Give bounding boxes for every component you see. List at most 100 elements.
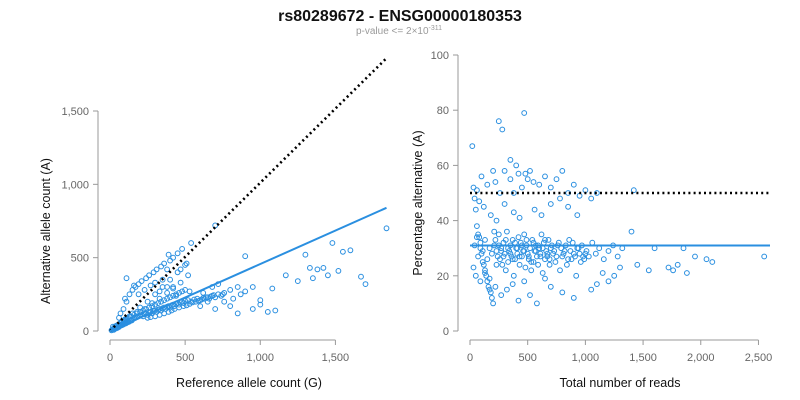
data-point <box>221 290 228 296</box>
data-point <box>471 195 478 202</box>
data-point <box>498 292 505 299</box>
data-point <box>492 283 499 290</box>
y-tick-label: 0 <box>83 326 89 338</box>
data-point <box>530 259 537 265</box>
y-tick-label: 80 <box>437 105 449 117</box>
data-point <box>547 283 554 290</box>
data-point <box>493 217 500 224</box>
data-point <box>218 292 225 299</box>
data-point <box>173 291 180 298</box>
y-tick-label: 0 <box>443 326 449 338</box>
data-point <box>294 278 301 285</box>
y-tick-label: 100 <box>431 50 449 62</box>
data-point <box>143 306 150 312</box>
data-point <box>557 195 563 202</box>
data-point <box>210 292 217 299</box>
data-point <box>272 307 279 314</box>
data-point <box>362 281 369 288</box>
data-point <box>510 190 517 196</box>
data-point <box>709 259 716 265</box>
x-tick-label: 2,000 <box>687 352 715 364</box>
data-point <box>479 259 486 265</box>
data-point <box>490 168 497 174</box>
data-point <box>565 203 571 210</box>
data-point <box>144 314 151 321</box>
data-point <box>310 275 316 282</box>
data-point <box>530 179 537 185</box>
data-point <box>161 297 168 304</box>
data-point <box>475 253 482 260</box>
data-point <box>212 306 219 312</box>
data-point <box>137 309 144 315</box>
data-point <box>543 248 550 254</box>
data-point <box>185 272 192 279</box>
data-point <box>497 256 503 263</box>
data-point <box>150 269 157 276</box>
data-point <box>170 292 177 299</box>
data-point <box>552 259 559 265</box>
data-point <box>522 170 529 177</box>
data-point <box>177 279 184 286</box>
data-point <box>508 253 515 260</box>
data-point <box>147 282 154 289</box>
data-point <box>553 176 560 183</box>
data-point <box>493 261 500 268</box>
data-point <box>539 270 546 276</box>
x-tick-label: 1,000 <box>247 352 275 364</box>
data-point <box>525 253 532 260</box>
data-point <box>479 248 486 254</box>
subtitle-prefix: p-value <= 2×10 <box>356 26 429 37</box>
reference-dotted-line <box>109 57 388 332</box>
data-point <box>535 261 541 268</box>
data-point <box>547 201 554 207</box>
data-point <box>493 248 500 254</box>
data-point <box>703 256 710 263</box>
data-point <box>161 260 168 267</box>
data-point <box>189 299 196 306</box>
data-point <box>234 284 241 290</box>
data-point <box>131 282 137 289</box>
data-point <box>164 266 171 273</box>
data-point <box>692 253 698 260</box>
data-point <box>651 245 658 252</box>
data-point <box>645 267 652 274</box>
data-point <box>500 253 507 260</box>
fit-line <box>109 206 387 332</box>
data-point <box>329 240 336 246</box>
data-point <box>140 307 147 314</box>
data-point <box>515 234 522 241</box>
data-point <box>574 212 581 219</box>
data-point <box>594 190 600 196</box>
data-point <box>665 264 672 271</box>
data-point <box>522 264 529 271</box>
data-point <box>492 237 499 243</box>
data-point <box>559 253 566 260</box>
data-point <box>491 228 498 235</box>
data-point <box>477 278 484 285</box>
data-point <box>538 231 545 238</box>
data-point <box>546 261 553 268</box>
data-point <box>179 246 186 252</box>
data-point <box>182 287 189 293</box>
data-point <box>123 298 130 305</box>
y-tick-label: 60 <box>437 160 449 172</box>
data-point <box>542 173 548 180</box>
data-point <box>480 203 487 210</box>
data-point <box>551 248 558 254</box>
x-tick-label: 500 <box>519 352 537 364</box>
data-point <box>135 281 142 288</box>
x-tick-label: 0 <box>107 352 113 364</box>
data-point <box>167 276 174 283</box>
data-point <box>164 295 171 302</box>
data-point <box>149 303 156 310</box>
y-tick-label: 1,000 <box>61 179 89 191</box>
data-point <box>498 248 505 254</box>
data-point <box>611 272 618 279</box>
data-point <box>495 231 502 238</box>
data-point <box>561 248 568 254</box>
data-point <box>177 266 184 273</box>
data-point <box>358 273 364 280</box>
data-point <box>507 250 514 257</box>
data-point <box>527 168 533 174</box>
data-point <box>536 181 543 188</box>
